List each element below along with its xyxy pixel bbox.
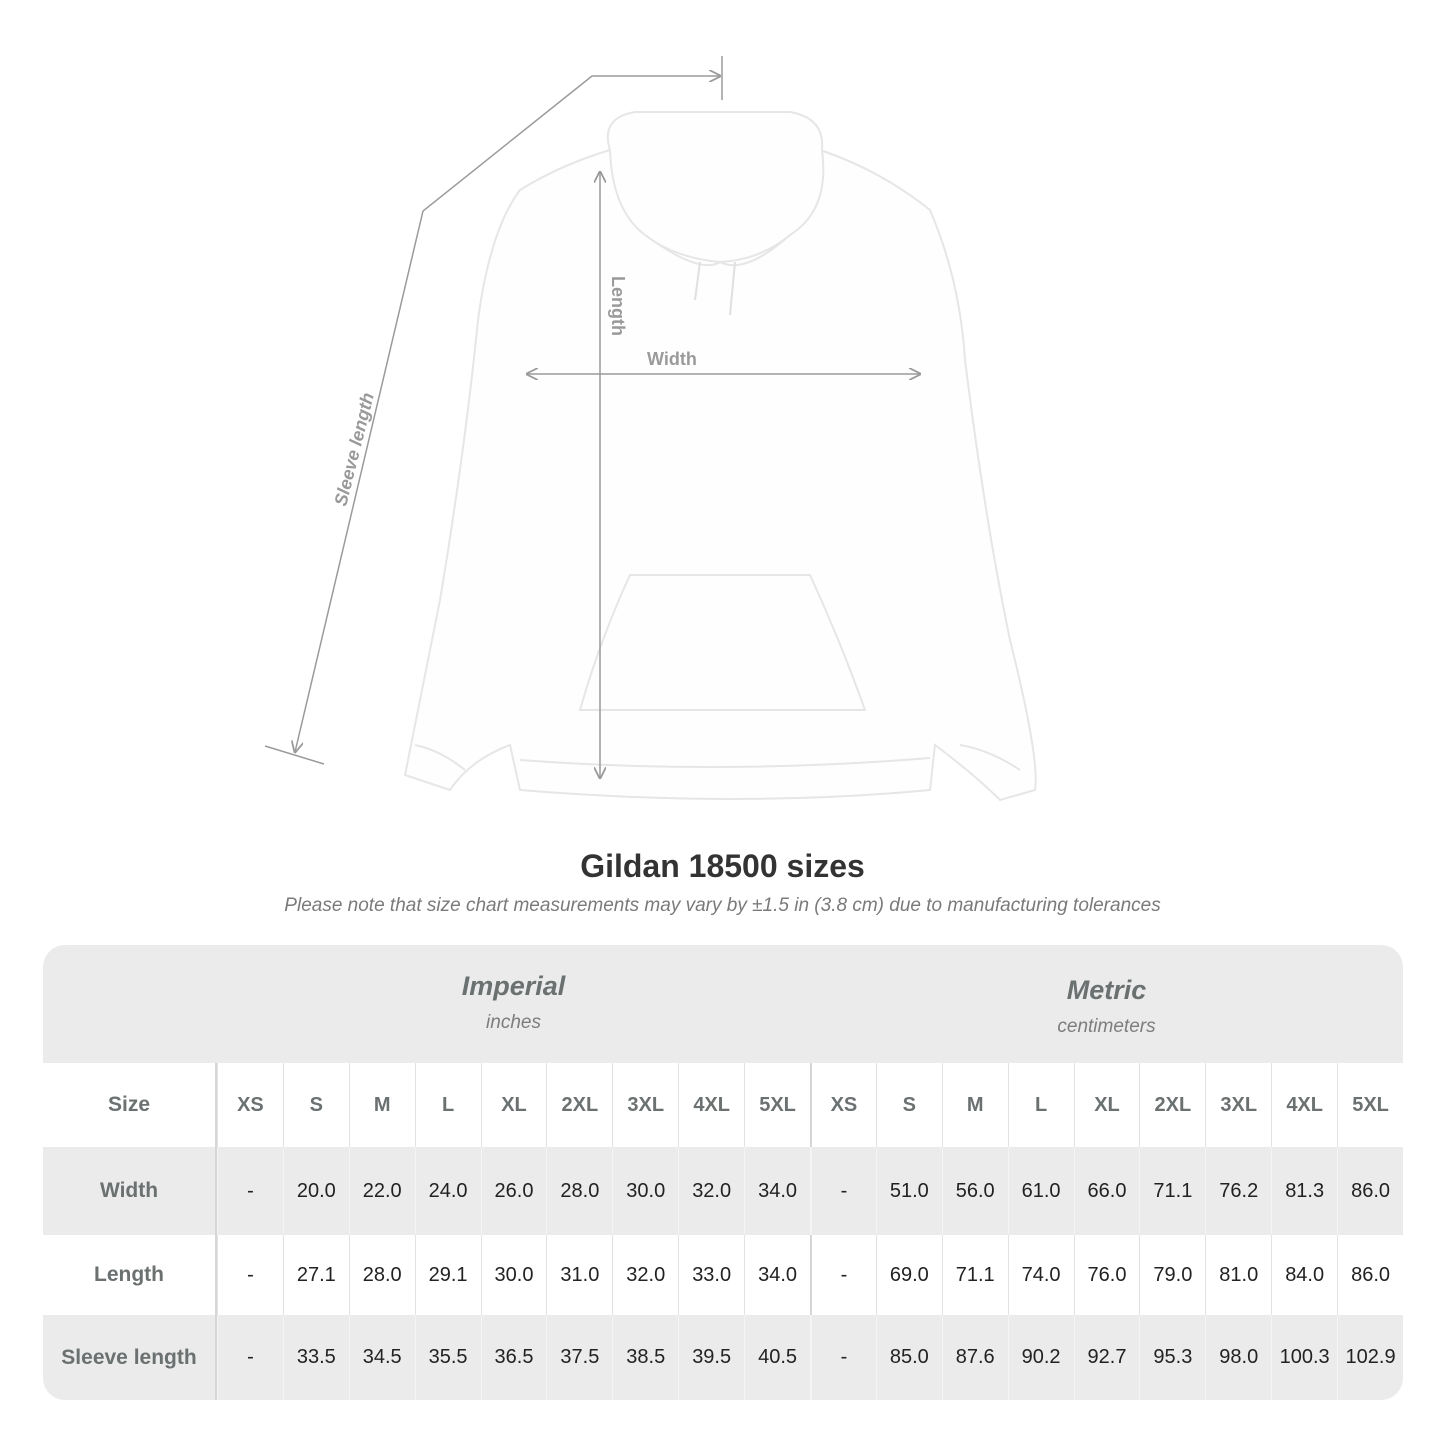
imperial-value-cell: 31.0 (546, 1235, 612, 1315)
length-label: Length (608, 276, 628, 336)
metric-value-cell: 81.3 (1271, 1147, 1337, 1235)
width-label: Width (647, 349, 697, 369)
metric-value-cell: 79.0 (1139, 1235, 1205, 1315)
imperial-value-cell: 32.0 (678, 1147, 744, 1235)
row-label: Sleeve length (43, 1315, 217, 1400)
metric-value-cell: 71.1 (941, 1235, 1008, 1315)
unit-system-header: Imperial inches Metric centimeters (43, 945, 1403, 1063)
metric-value-cell: 76.2 (1205, 1147, 1271, 1235)
sleeve-length-label: Sleeve length (330, 391, 377, 508)
imperial-value-cell: 28.0 (546, 1147, 612, 1235)
imperial-value-cell: 27.1 (282, 1235, 349, 1315)
imperial-size-m: M (348, 1063, 415, 1147)
imperial-value-cell: 33.5 (282, 1315, 349, 1400)
table-row: Width -20.0 22.0 24.0 26.0 28.0 30.0 32.0 34.0-5… (43, 1147, 1403, 1235)
size-grid: Size XS S M L XL 2XL 3XL 4XL 5XL XS S M L XL 2XL 3XL 4XL 5… (43, 1063, 1403, 1400)
metric-value-cell: 95.3 (1139, 1315, 1205, 1400)
metric-value-cell: 51.0 (875, 1147, 942, 1235)
metric-size-2xl: 2XL (1139, 1063, 1205, 1147)
imperial-value-cell: 28.0 (348, 1235, 415, 1315)
metric-size-l: L (1007, 1063, 1074, 1147)
measurement-guides (264, 56, 920, 778)
imperial-value-cell: - (217, 1147, 283, 1235)
metric-value-cell: 76.0 (1073, 1235, 1140, 1315)
metric-value-cell: 66.0 (1073, 1147, 1140, 1235)
metric-value-cell: 81.0 (1205, 1235, 1271, 1315)
metric-value-cell: - (809, 1147, 876, 1235)
hoodie-shape (403, 111, 1037, 802)
imperial-value-cell: 26.0 (480, 1147, 547, 1235)
table-row: Sleeve length -33.5 34.5 35.5 36.5 37.5 38.5 39… (43, 1315, 1403, 1400)
imperial-value-cell: 36.5 (480, 1315, 547, 1400)
metric-value-cell: 61.0 (1007, 1147, 1074, 1235)
metric-size-s: S (875, 1063, 942, 1147)
imperial-size-3xl: 3XL (612, 1063, 678, 1147)
imperial-value-cell: 40.5 (744, 1315, 810, 1400)
imperial-size-s: S (282, 1063, 349, 1147)
metric-value-cell: - (809, 1235, 876, 1315)
imperial-value-cell: 30.0 (480, 1235, 547, 1315)
imperial-value-cell: - (217, 1315, 283, 1400)
metric-value-cell: 86.0 (1337, 1147, 1403, 1235)
size-header-label: Size (43, 1063, 217, 1147)
imperial-value-cell: 34.5 (348, 1315, 415, 1400)
imperial-value-cell: - (217, 1235, 283, 1315)
imperial-value-cell: 30.0 (612, 1147, 678, 1235)
imperial-value-cell: 35.5 (414, 1315, 481, 1400)
imperial-size-5xl: 5XL (744, 1063, 810, 1147)
imperial-size-4xl: 4XL (678, 1063, 744, 1147)
metric-value-cell: - (809, 1315, 876, 1400)
imperial-value-cell: 24.0 (414, 1147, 481, 1235)
imperial-value-cell: 37.5 (546, 1315, 612, 1400)
imperial-value-cell: 34.0 (744, 1147, 810, 1235)
hoodie-illustration: Length Width Sleeve length (264, 56, 1037, 802)
metric-size-xs: XS (809, 1063, 876, 1147)
metric-size-m: M (941, 1063, 1008, 1147)
metric-value-cell: 74.0 (1007, 1235, 1074, 1315)
imperial-value-cell: 22.0 (348, 1147, 415, 1235)
imperial-size-xl: XL (480, 1063, 547, 1147)
metric-header: Metric centimeters (810, 945, 1403, 1063)
metric-title: Metric (1066, 975, 1147, 1005)
metric-value-cell: 56.0 (941, 1147, 1008, 1235)
imperial-title: Imperial (461, 971, 566, 1001)
imperial-value-cell: 38.5 (612, 1315, 678, 1400)
imperial-value-cell: 32.0 (612, 1235, 678, 1315)
imperial-value-cell: 33.0 (678, 1235, 744, 1315)
metric-size-xl: XL (1073, 1063, 1140, 1147)
metric-size-4xl: 4XL (1271, 1063, 1337, 1147)
metric-value-cell: 86.0 (1337, 1235, 1403, 1315)
metric-value-cell: 71.1 (1139, 1147, 1205, 1235)
sleeve-guide (295, 76, 720, 752)
imperial-size-2xl: 2XL (546, 1063, 612, 1147)
metric-value-cell: 98.0 (1205, 1315, 1271, 1400)
chart-subtitle: Please note that size chart measurements… (284, 895, 1161, 916)
size-header-row: Size XS S M L XL 2XL 3XL 4XL 5XL XS S M L XL 2XL 3XL 4XL 5… (43, 1063, 1403, 1147)
imperial-value-cell: 20.0 (282, 1147, 349, 1235)
metric-size-5xl: 5XL (1337, 1063, 1403, 1147)
metric-value-cell: 69.0 (875, 1235, 942, 1315)
imperial-value-cell: 29.1 (414, 1235, 481, 1315)
metric-value-cell: 102.9 (1337, 1315, 1403, 1400)
imperial-value-cell: 34.0 (744, 1235, 810, 1315)
metric-unit: centimeters (1057, 1016, 1156, 1037)
imperial-unit: inches (486, 1012, 541, 1033)
row-label: Length (43, 1235, 217, 1315)
metric-size-3xl: 3XL (1205, 1063, 1271, 1147)
imperial-header: Imperial inches (217, 945, 810, 1063)
metric-value-cell: 92.7 (1073, 1315, 1140, 1400)
chart-title: Gildan 18500 sizes (580, 848, 865, 884)
metric-value-cell: 87.6 (941, 1315, 1008, 1400)
row-label: Width (43, 1147, 217, 1235)
imperial-value-cell: 39.5 (678, 1315, 744, 1400)
metric-value-cell: 85.0 (875, 1315, 942, 1400)
metric-value-cell: 100.3 (1271, 1315, 1337, 1400)
imperial-size-l: L (414, 1063, 481, 1147)
metric-value-cell: 90.2 (1007, 1315, 1074, 1400)
table-row: Length -27.1 28.0 29.1 30.0 31.0 32.0 33.0 34.0-… (43, 1235, 1403, 1315)
size-table: Imperial inches Metric centimeters Size X… (43, 945, 1403, 1400)
metric-value-cell: 84.0 (1271, 1235, 1337, 1315)
imperial-size-xs: XS (217, 1063, 283, 1147)
